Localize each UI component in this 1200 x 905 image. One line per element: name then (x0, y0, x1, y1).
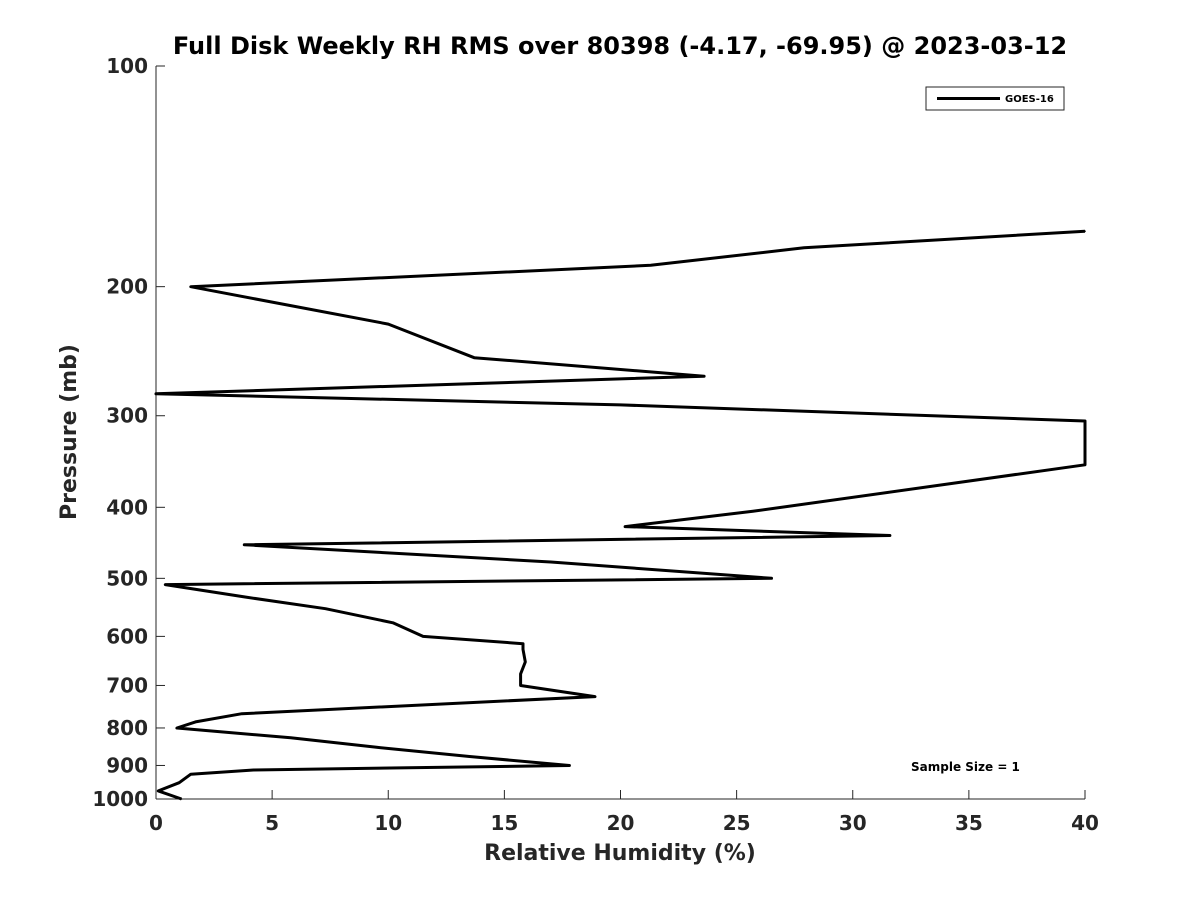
data-point (519, 673, 522, 675)
y-tick-label: 600 (106, 624, 148, 648)
data-point (619, 404, 622, 406)
data-point (519, 684, 522, 687)
legend: GOES-16 (925, 86, 1065, 111)
axes: 0 5 10 15 20 25 30 35 40 100 200 300 400 500 600 700 800… (92, 54, 1099, 835)
data-point (243, 596, 246, 598)
chart-title: Full Disk Weekly RH RMS over 80398 (-4.1… (173, 32, 1067, 60)
y-tick-label: 1000 (92, 787, 148, 811)
data-point (190, 285, 192, 288)
x-axis-label: Relative Humidity (%) (484, 841, 756, 866)
data-point (473, 356, 476, 359)
data-point (568, 764, 571, 767)
data-point (889, 534, 891, 537)
data-point (180, 798, 183, 800)
data-point (289, 737, 292, 739)
data-point (803, 247, 805, 249)
data-point (422, 635, 424, 638)
y-tick-label: 700 (106, 673, 148, 697)
data-point (1084, 420, 1086, 422)
data-point (624, 525, 626, 528)
data-point (1084, 230, 1086, 232)
y-tick-label: 800 (106, 716, 148, 740)
sample-size-annotation: Sample Size = 1 (911, 760, 1020, 774)
data-point (1084, 464, 1086, 466)
x-tick-label: 10 (374, 811, 402, 835)
data-point (324, 607, 327, 610)
data-point (770, 577, 773, 580)
data-point (241, 712, 243, 715)
data-point (522, 648, 524, 651)
data-point (190, 773, 192, 775)
x-tick-label: 25 (723, 811, 751, 835)
plot-area (156, 66, 1085, 799)
data-point (524, 661, 527, 663)
data-point (194, 721, 197, 723)
series-line-goes-16 (154, 229, 1087, 801)
series-layer (154, 229, 1087, 801)
x-tick-label: 40 (1071, 811, 1099, 835)
data-point (243, 544, 246, 546)
data-point (752, 510, 754, 513)
x-tick-label: 0 (149, 811, 163, 835)
y-tick-label: 900 (106, 753, 148, 777)
y-tick-label: 200 (106, 275, 148, 299)
x-tick-label: 5 (265, 811, 279, 835)
y-tick-label: 400 (106, 495, 148, 519)
y-axis-label: Pressure (mb) (57, 344, 82, 520)
data-point (468, 755, 471, 758)
x-tick-label: 20 (607, 811, 635, 835)
x-tick-label: 35 (955, 811, 983, 835)
data-point (387, 323, 390, 325)
data-point (392, 622, 394, 624)
data-point (594, 695, 596, 698)
data-point (649, 264, 652, 267)
data-point (703, 375, 705, 378)
data-point (178, 781, 180, 784)
data-point (176, 727, 178, 729)
data-point (550, 561, 552, 563)
y-tick-label: 300 (106, 404, 148, 428)
x-tick-label: 15 (490, 811, 518, 835)
y-tick-label: 100 (106, 54, 148, 78)
x-tick-label: 30 (839, 811, 867, 835)
data-point (522, 642, 524, 645)
data-point (252, 769, 255, 771)
legend-label-goes-16: GOES-16 (1005, 94, 1054, 105)
data-point (375, 746, 378, 749)
data-point (164, 583, 167, 586)
data-point (157, 790, 160, 792)
y-tick-label: 500 (106, 566, 148, 590)
data-point (155, 393, 157, 395)
